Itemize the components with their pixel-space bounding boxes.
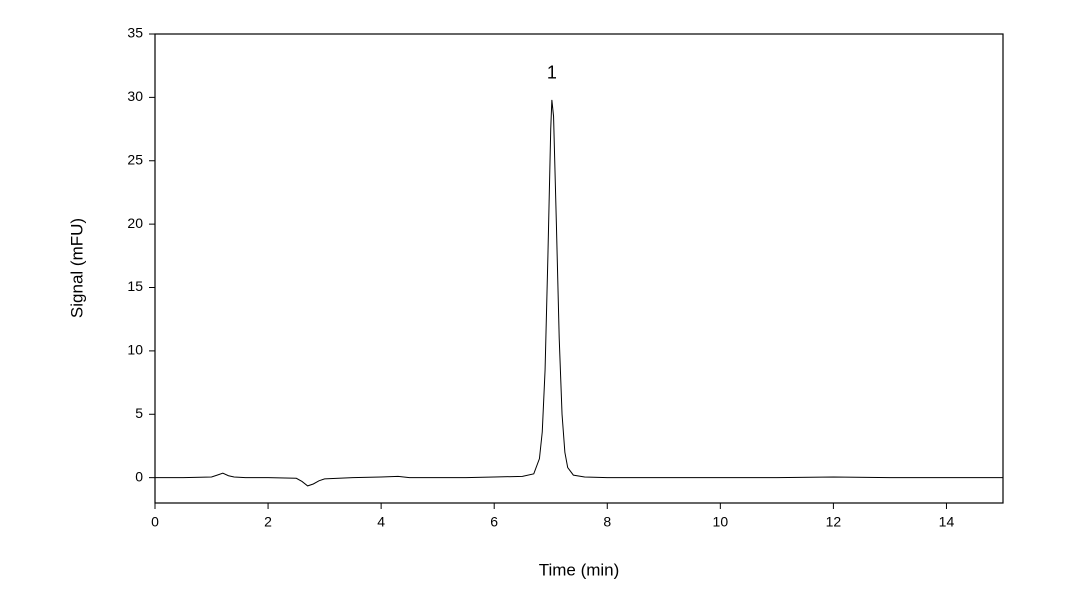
peak-annotation: 1 bbox=[547, 63, 557, 83]
y-tick-label: 30 bbox=[127, 88, 143, 104]
x-tick-label: 0 bbox=[151, 514, 159, 530]
y-tick-label: 0 bbox=[135, 468, 143, 484]
y-tick-label: 25 bbox=[127, 151, 143, 167]
x-axis-label: Time (min) bbox=[539, 560, 620, 579]
signal-line bbox=[155, 99, 1003, 487]
x-tick-label: 2 bbox=[264, 514, 272, 530]
x-tick-label: 4 bbox=[377, 514, 385, 530]
x-tick-label: 10 bbox=[713, 514, 729, 530]
y-tick-label: 15 bbox=[127, 278, 143, 294]
y-tick-label: 35 bbox=[127, 25, 143, 41]
x-tick-label: 6 bbox=[490, 514, 498, 530]
x-tick-label: 8 bbox=[603, 514, 611, 530]
y-tick-label: 5 bbox=[135, 405, 143, 421]
x-tick-label: 12 bbox=[826, 514, 842, 530]
y-tick-label: 20 bbox=[127, 215, 143, 231]
y-tick-label: 10 bbox=[127, 342, 143, 358]
x-tick-label: 14 bbox=[939, 514, 955, 530]
plot-frame bbox=[154, 33, 1004, 504]
y-axis-label: Signal (mFU) bbox=[67, 218, 86, 318]
